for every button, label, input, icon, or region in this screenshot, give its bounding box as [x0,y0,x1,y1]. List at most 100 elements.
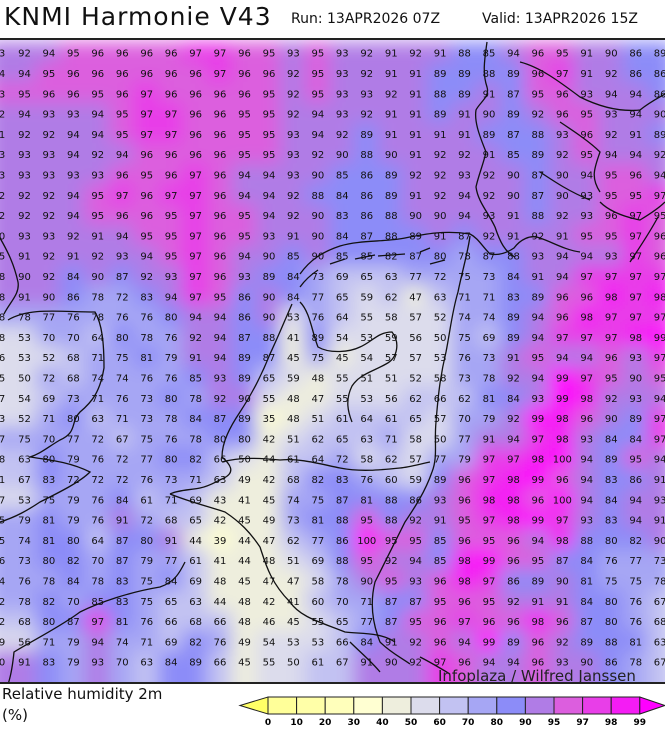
value-label: 71 [91,394,104,405]
value-label: 76 [116,313,129,324]
humidity-cell [524,670,552,682]
humidity-cell [206,325,234,349]
value-label: 76 [311,313,324,324]
value-label: 95 [263,110,276,121]
humidity-cell [646,650,665,673]
value-label: 98 [605,292,618,303]
value-label: 95 [263,89,276,100]
humidity-cell [475,488,503,511]
humidity-cell [280,143,307,166]
humidity-cell [353,163,380,186]
humidity-cell [475,589,503,612]
value-label: 92 [654,150,665,161]
humidity-cell [280,61,307,85]
value-label: 92 [18,211,31,222]
humidity-cell [206,609,234,633]
value-label: 84 [165,577,178,588]
humidity-cell [182,82,209,105]
humidity-cell [475,406,503,430]
value-label: 98 [556,536,569,547]
humidity-cell [598,346,625,369]
humidity-cell [0,41,14,64]
humidity-cell [329,244,356,267]
humidity-cell [329,549,356,572]
value-label: 86 [629,49,642,60]
humidity-cell [231,386,258,409]
humidity-cell [84,244,112,267]
value-label: 87 [238,333,251,344]
value-label: 96 [556,89,569,100]
humidity-cell [84,467,112,491]
humidity-cell [500,122,527,146]
humidity-cell [524,427,552,450]
humidity-cell [157,609,185,633]
netherlands-coast [169,303,293,495]
value-label: 97 [629,211,642,222]
humidity-cell [377,427,405,450]
value-label: 93 [43,171,56,182]
value-label: 82 [189,637,202,648]
humidity-cell [133,244,160,267]
humidity-cell [573,447,601,470]
value-label: 93 [629,353,642,364]
humidity-cell [646,41,665,64]
value-label: 94 [532,374,545,385]
value-label: 45 [287,353,300,364]
value-label: 90 [263,252,276,263]
humidity-cell [0,609,14,633]
humidity-cell [402,366,429,389]
value-label: 74 [458,313,471,324]
value-label: 87 [458,231,471,242]
value-label: 96 [458,536,471,547]
humidity-cell [426,406,454,430]
humidity-cell [598,82,625,105]
humidity-cell [524,102,552,125]
value-label: 95 [360,556,373,567]
value-label: 45 [238,577,251,588]
value-label: 57 [409,353,422,364]
humidity-cell [133,346,160,369]
humidity-cell [11,224,38,247]
value-label: 94 [18,69,31,80]
humidity-cell [622,224,649,247]
humidity-cell [60,508,87,531]
value-label: 96 [91,49,104,60]
value-label: 87 [336,495,349,506]
value-label: 68 [67,374,80,385]
humidity-cell [353,630,380,653]
humidity-cell [255,122,283,146]
humidity-cell [622,82,649,105]
humidity-cell [475,427,503,450]
humidity-cell [11,325,38,349]
value-label: 98 [458,556,471,567]
value-label: 92 [605,130,618,141]
humidity-cell [304,488,332,511]
humidity-cell [353,508,380,531]
value-label: 94 [91,110,104,121]
value-label: 86 [360,191,373,202]
humidity-cell [598,488,625,511]
value-label: 94 [556,252,569,263]
humidity-cell [549,528,576,552]
value-label: 55 [336,394,349,405]
humidity-cell [182,549,209,572]
humidity-cell [573,183,601,206]
value-label: 94 [311,130,324,141]
humidity-cell [133,325,160,349]
humidity-cell [500,528,527,552]
humidity-cell [402,650,429,673]
value-label: 74 [18,536,31,547]
value-label: 64 [360,414,373,425]
humidity-cell [598,41,625,64]
humidity-cell [475,569,503,592]
value-label: 77 [434,455,447,466]
value-label: 75 [458,333,471,344]
value-label: 47 [263,536,276,547]
humidity-cell [500,488,527,511]
humidity-cell [0,305,14,328]
humidity-cell [84,163,112,186]
humidity-cell [231,61,258,85]
value-label: 99 [532,516,545,527]
humidity-cell [646,569,665,592]
humidity-cell [0,346,14,369]
